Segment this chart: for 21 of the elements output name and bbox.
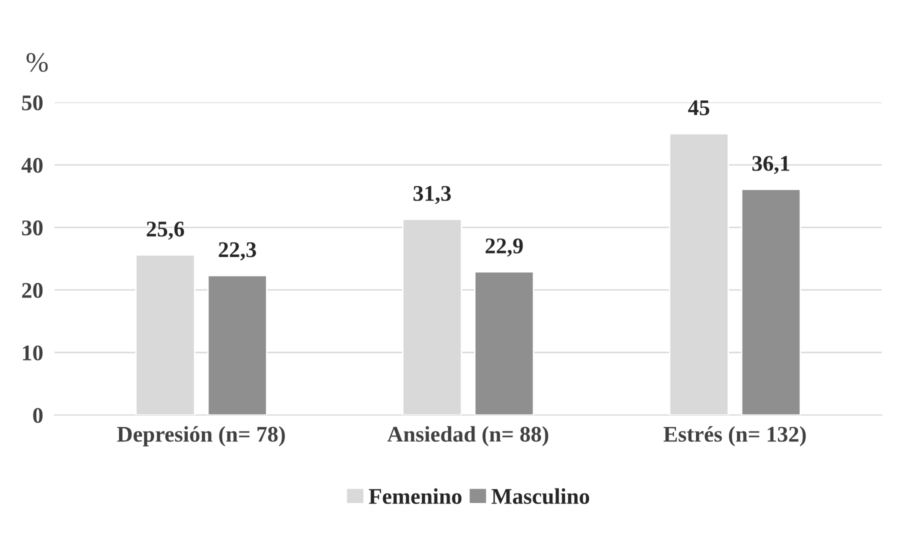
y-tick-label: 0 bbox=[33, 408, 43, 423]
legend-label: Masculino bbox=[492, 488, 590, 504]
y-tick-label: 30 bbox=[22, 220, 43, 236]
data-label: 36,1 bbox=[752, 156, 790, 174]
x-tick-label: Depresión (n= 78) bbox=[117, 426, 285, 446]
data-label: 22,9 bbox=[486, 238, 523, 257]
data-label: 31,3 bbox=[414, 186, 451, 204]
y-tick-label: 40 bbox=[22, 158, 43, 173]
bar bbox=[474, 271, 534, 416]
y-tick-label: 10 bbox=[22, 345, 43, 360]
data-label: 25,6 bbox=[146, 222, 184, 240]
y-tick-label: 50 bbox=[22, 95, 43, 110]
x-tick-label: Estrés (n= 132) bbox=[664, 426, 806, 446]
bar bbox=[207, 274, 268, 416]
data-label: 45 bbox=[688, 100, 710, 116]
x-tick-label: Ansiedad (n= 88) bbox=[387, 426, 548, 446]
bar bbox=[740, 188, 802, 416]
y-axis-title: % bbox=[26, 53, 48, 72]
y-tick-label: 20 bbox=[22, 282, 43, 298]
data-label: 22,3 bbox=[218, 242, 256, 260]
legend-label: Femenino bbox=[368, 488, 462, 504]
